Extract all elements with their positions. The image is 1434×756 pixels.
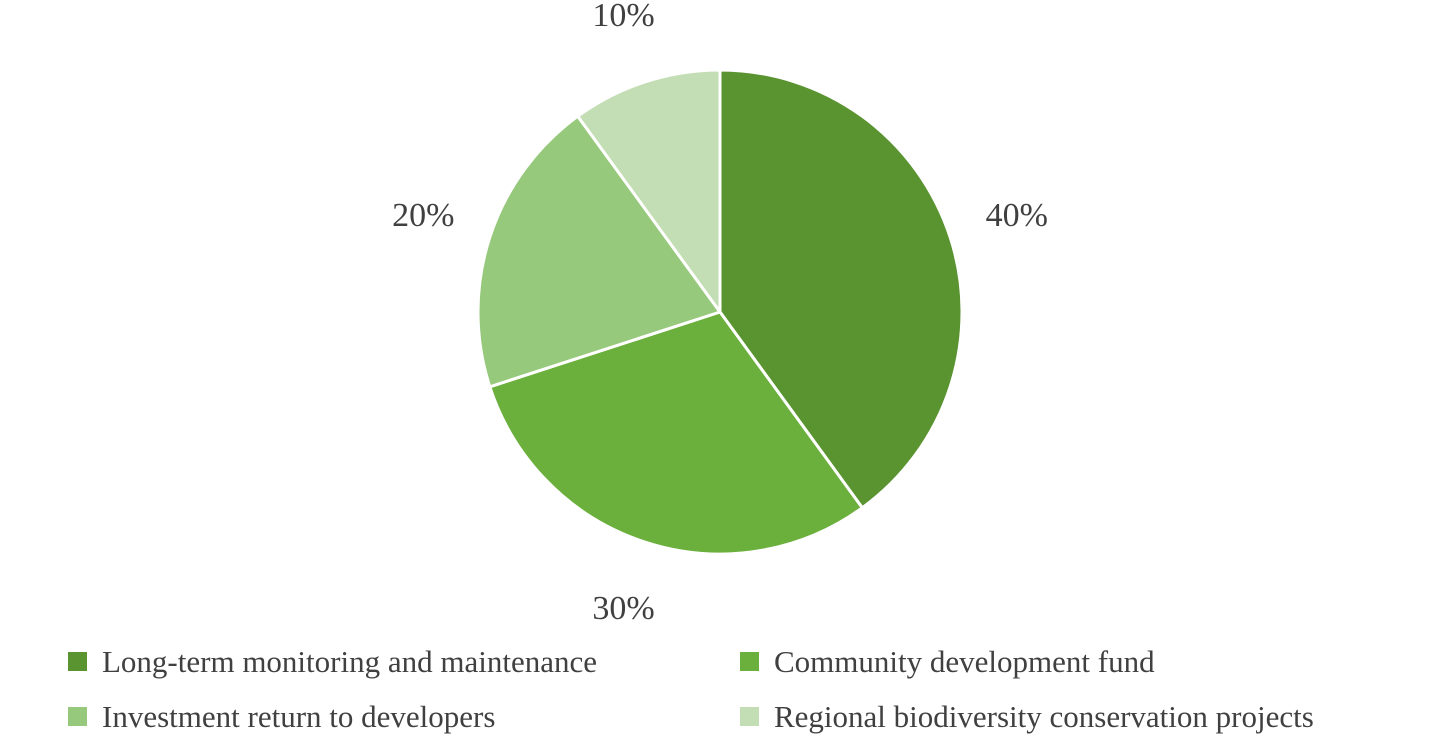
data-label-1: 40% [986,197,1048,234]
legend-label: Long-term monitoring and maintenance [102,644,597,679]
legend-item-investment: Investment return to developers [68,701,495,732]
pie-slice-4 [576,68,722,314]
pie-data-labels: 40% 30% 20% 10% [392,0,1048,627]
data-label-3: 20% [392,197,454,234]
pie-plot-area: 40% 30% 20% 10% [392,0,1048,627]
legend-item-biodiversity: Regional biodiversity conservation proje… [740,701,1314,732]
legend-swatch [740,707,759,726]
legend-label: Investment return to developers [102,699,496,734]
pie-slice-1 [718,68,964,510]
pie-slice-2 [488,310,864,556]
legend-label: Regional biodiversity conservation proje… [774,699,1314,734]
pie-slice-3 [476,114,722,389]
pie-slices [476,68,964,556]
legend-swatch [740,652,759,671]
legend-item-monitoring: Long-term monitoring and maintenance [68,646,597,677]
legend-swatch [68,707,87,726]
legend-item-community: Community development fund [740,646,1155,677]
legend-swatch [68,652,87,671]
legend-label: Community development fund [774,644,1155,679]
data-label-4: 10% [592,0,654,34]
data-label-2: 30% [592,590,654,627]
